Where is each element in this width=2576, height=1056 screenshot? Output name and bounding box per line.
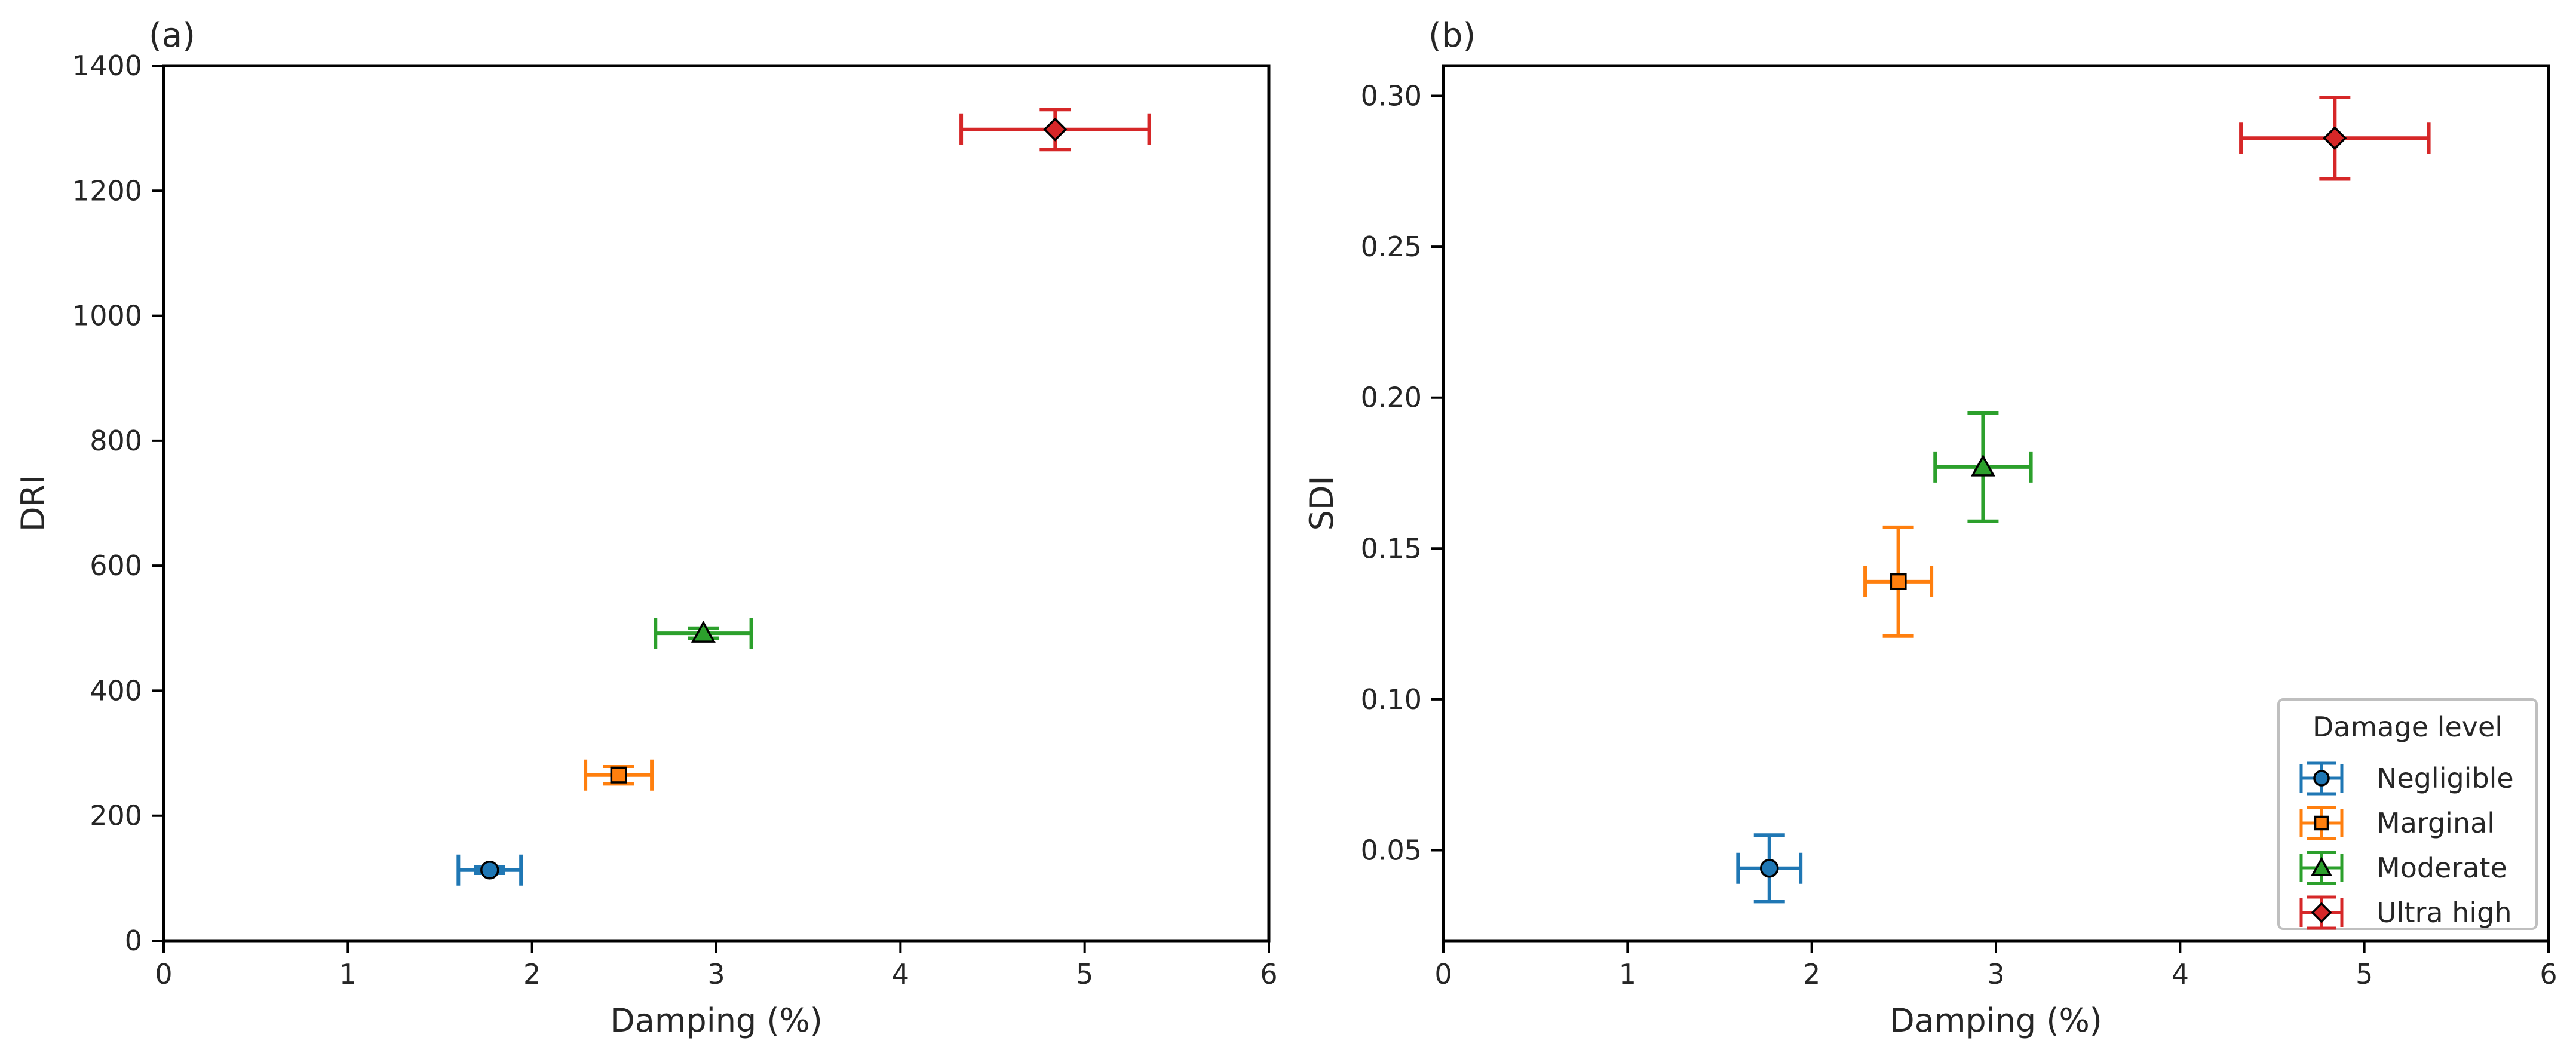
- legend-marker-circle: [2313, 770, 2330, 787]
- data-point-b-ultra-high: [2239, 96, 2431, 181]
- legend-marker-triangle: [2311, 857, 2332, 876]
- y-tick-label-b: 0.05: [1361, 834, 1422, 866]
- marker-triangle: [691, 621, 716, 643]
- y-tick-label-a: 800: [90, 425, 142, 457]
- panel-a: (a) 0 1 2 3 4 5 6 0 200 400 600 800 1000 1200 1400 Dampi…: [14, 16, 1278, 1039]
- y-tick-label-b: 0.25: [1361, 231, 1422, 263]
- x-axis-label-a: Damping (%): [610, 1002, 823, 1039]
- y-tick-label-b: 0.20: [1361, 382, 1422, 414]
- x-tick-label-a: 6: [1260, 958, 1277, 990]
- x-tick-label-b: 4: [2172, 958, 2189, 990]
- y-tick-label-b: 0.15: [1361, 532, 1422, 564]
- x-tick-label-a: 0: [155, 958, 172, 990]
- marker-diamond: [1043, 117, 1068, 142]
- data-point-a-marginal: [584, 759, 654, 791]
- y-tick-label-a: 400: [90, 674, 142, 707]
- legend-item-negligible: Negligible: [2299, 761, 2514, 796]
- x-tick-label-a: 5: [1076, 958, 1093, 990]
- x-tick-label-a: 4: [892, 958, 909, 990]
- y-tick-label-a: 600: [90, 550, 142, 582]
- marker-triangle: [1970, 454, 1995, 477]
- x-tick-label-a: 1: [339, 958, 357, 990]
- x-tick-label-b: 2: [1803, 958, 1820, 990]
- x-tick-label-b: 1: [1619, 958, 1636, 990]
- marker-diamond: [2323, 126, 2347, 151]
- x-axis-label-b: Damping (%): [1890, 1002, 2102, 1039]
- marker-square: [610, 766, 627, 784]
- legend-item-marginal: Marginal: [2299, 806, 2495, 840]
- data-point-b-marginal: [1863, 525, 1934, 638]
- legend-label: Moderate: [2376, 852, 2507, 884]
- x-tick-label-b: 0: [1434, 958, 1452, 990]
- x-tick-label-b: 6: [2540, 958, 2557, 990]
- data-point-b-negligible: [1736, 833, 1803, 904]
- marker-circle: [480, 861, 499, 880]
- y-tick-label-a: 1400: [72, 50, 142, 82]
- y-axis-label-b: SDI: [1303, 476, 1341, 531]
- plot-frame-b: [1442, 64, 2550, 943]
- panel-label-b: (b): [1428, 16, 1476, 55]
- data-point-a-ultra-high: [959, 108, 1151, 152]
- x-tick-label-b: 5: [2356, 958, 2373, 990]
- legend-item-moderate: Moderate: [2299, 851, 2507, 885]
- plot-frame-a: [162, 64, 1271, 943]
- legend-marker-diamond: [2311, 902, 2332, 923]
- y-tick-label-b: 0.30: [1361, 80, 1422, 112]
- x-tick-label-a: 3: [707, 958, 725, 990]
- marker-circle: [1760, 859, 1779, 878]
- marker-square: [1890, 573, 1907, 590]
- legend: Damage level Negligible Marginal Moderate Ul…: [2277, 698, 2538, 930]
- data-point-a-negligible: [456, 854, 523, 886]
- data-point-b-moderate: [1933, 410, 2033, 523]
- y-tick-label-a: 1000: [72, 300, 142, 332]
- legend-marker-square: [2314, 815, 2329, 831]
- y-tick-label-a: 1200: [72, 174, 142, 207]
- y-axis-label-a: DRI: [14, 475, 52, 532]
- x-tick-label-a: 2: [523, 958, 541, 990]
- y-tick-label-b: 0.10: [1361, 683, 1422, 716]
- panel-label-a: (a): [149, 16, 195, 55]
- data-point-a-moderate: [654, 618, 753, 649]
- y-tick-label-a: 0: [125, 925, 142, 957]
- y-tick-label-a: 200: [90, 800, 142, 832]
- legend-label: Ultra high: [2376, 897, 2512, 929]
- legend-label: Negligible: [2376, 762, 2514, 794]
- legend-item-ultra-high: Ultra high: [2299, 895, 2512, 930]
- panel-b: (b) 0 1 2 3 4 5 6 0.05 0.10 0.15 0.20 0.25 0.30 Dampin…: [1303, 16, 2557, 1039]
- x-tick-label-b: 3: [1987, 958, 2004, 990]
- legend-title: Damage level: [2313, 711, 2503, 743]
- legend-label: Marginal: [2376, 807, 2495, 839]
